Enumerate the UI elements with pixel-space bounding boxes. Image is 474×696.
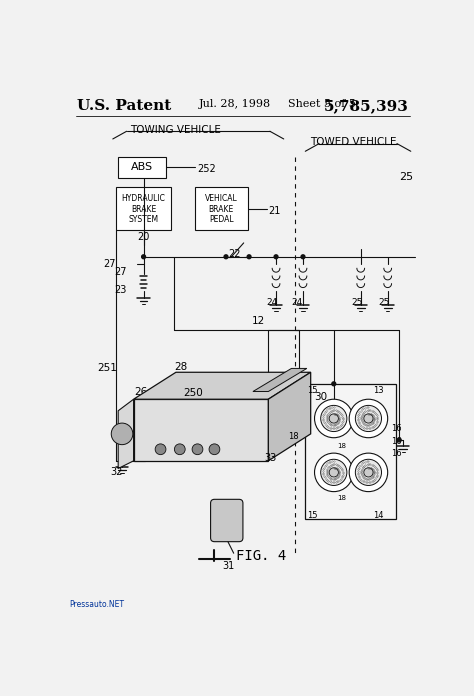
Text: 25: 25 [352,298,363,306]
Text: 16: 16 [392,424,402,433]
Text: 23: 23 [114,285,127,295]
Circle shape [274,255,278,259]
Text: U.S. Patent: U.S. Patent [77,99,172,113]
Text: 15: 15 [307,511,317,520]
Circle shape [349,453,388,491]
Text: 251: 251 [97,363,117,374]
Circle shape [356,405,382,432]
Circle shape [315,400,353,438]
Bar [116,187,171,230]
Text: 27: 27 [103,259,116,269]
Circle shape [174,444,185,454]
Text: 25: 25 [399,172,413,182]
Text: 18: 18 [337,443,346,449]
Text: 252: 252 [198,164,216,175]
Circle shape [321,459,347,486]
FancyBboxPatch shape [210,499,243,541]
Text: 5,785,393: 5,785,393 [324,99,409,113]
Text: -19: -19 [328,475,338,480]
Polygon shape [134,400,268,461]
Polygon shape [118,400,134,468]
Bar [195,187,247,230]
Text: 12: 12 [251,316,264,326]
Circle shape [247,255,251,259]
Text: 22: 22 [228,249,241,259]
Polygon shape [268,372,310,461]
Text: TOWING VEHICLE: TOWING VEHICLE [130,125,221,135]
Text: 20: 20 [137,232,150,242]
Text: 250: 250 [183,388,203,397]
Polygon shape [253,368,307,392]
Text: 18: 18 [337,496,346,502]
Circle shape [142,255,146,259]
Text: 21: 21 [268,206,281,216]
Text: 24: 24 [292,298,303,306]
Text: 24: 24 [267,298,278,306]
Text: Sheet 5 of 5: Sheet 5 of 5 [288,99,356,109]
Circle shape [356,459,382,486]
Text: 26: 26 [134,386,147,397]
Circle shape [209,444,220,454]
Bar [305,383,396,519]
Text: 25: 25 [378,298,390,306]
Circle shape [301,255,305,259]
Bar [118,157,166,178]
Text: -19: -19 [328,413,338,418]
Text: VEHICAL
BRAKE
PEDAL: VEHICAL BRAKE PEDAL [205,194,238,224]
Circle shape [329,414,338,423]
Circle shape [349,400,388,438]
Circle shape [155,444,166,454]
Circle shape [192,444,203,454]
Text: -17: -17 [328,467,338,472]
Circle shape [329,468,338,477]
Polygon shape [134,372,310,400]
Text: ABS: ABS [131,162,153,173]
Text: 33: 33 [264,453,277,463]
Text: 30: 30 [315,392,328,402]
Text: TOWED VEHICLE: TOWED VEHICLE [310,137,396,148]
Text: 13: 13 [373,386,384,395]
Text: 18: 18 [289,432,299,441]
Circle shape [111,423,133,445]
Circle shape [364,414,373,423]
Text: Jul. 28, 1998: Jul. 28, 1998 [199,99,271,109]
Text: 16: 16 [392,449,402,458]
Circle shape [321,405,347,432]
Text: FIG. 4: FIG. 4 [236,549,286,563]
Text: 32: 32 [110,467,123,477]
Text: 27: 27 [114,267,127,277]
Text: -17: -17 [328,421,338,426]
Text: 16: 16 [392,437,402,446]
Text: 14: 14 [374,511,384,520]
Text: HYDRAULIC
BRAKE
SYSTEM: HYDRAULIC BRAKE SYSTEM [122,194,165,224]
Text: 15: 15 [307,386,317,395]
Circle shape [364,468,373,477]
Circle shape [224,255,228,259]
Circle shape [397,438,401,442]
Text: Pressauto.NET: Pressauto.NET [70,600,125,609]
Circle shape [332,382,336,386]
Text: 28: 28 [174,362,188,372]
Text: 31: 31 [222,561,234,571]
Circle shape [315,453,353,491]
